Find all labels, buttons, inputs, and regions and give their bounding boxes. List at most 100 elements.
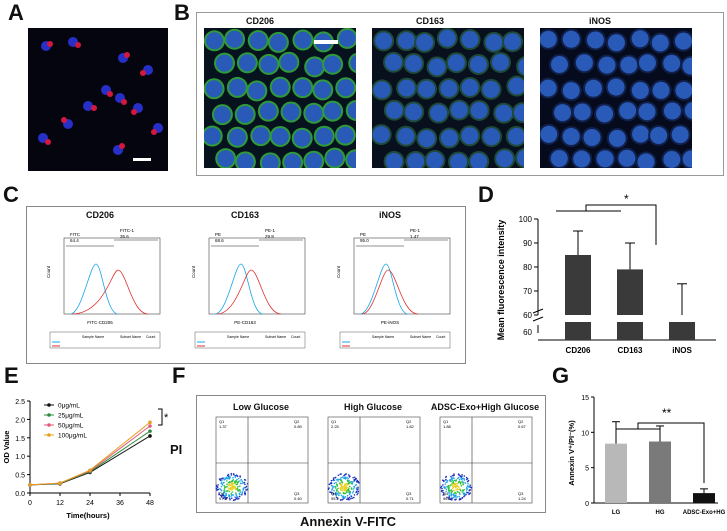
cell-nucleus — [282, 103, 300, 121]
event-dot — [244, 486, 247, 489]
event-dot — [225, 497, 228, 499]
event-dot — [244, 492, 247, 495]
cell-nucleus — [418, 80, 436, 98]
event-dot — [337, 487, 339, 490]
event-dot — [451, 474, 454, 477]
event-dot — [332, 477, 335, 479]
event-dot — [344, 495, 347, 498]
event-dot — [237, 477, 240, 480]
event-dot — [346, 491, 348, 494]
quadrant-q3-label: Q3 — [518, 491, 524, 496]
event-dot — [227, 481, 230, 484]
event-dot — [351, 488, 353, 490]
cell-nucleus — [631, 82, 649, 100]
cell-nucleus — [620, 56, 638, 74]
cell-nucleus — [596, 105, 614, 123]
event-dot — [232, 478, 235, 481]
x-tick-label: 0 — [28, 500, 32, 507]
event-dot — [352, 480, 354, 483]
event-dot — [453, 479, 456, 482]
cell-nucleus — [252, 127, 270, 145]
event-dot — [221, 492, 224, 495]
bar-lower — [669, 322, 695, 340]
y-tick-label: 0 — [585, 501, 589, 508]
event-dot — [343, 484, 346, 486]
cell-nucleus — [373, 81, 391, 99]
cell-nucleus — [205, 80, 223, 98]
event-dot — [467, 479, 470, 482]
event-dot — [333, 482, 336, 485]
significance-marker: * — [164, 412, 169, 424]
cell-nucleus — [684, 102, 692, 119]
event-dot — [345, 473, 347, 475]
cell-nucleus — [495, 104, 513, 122]
event-dot — [332, 493, 335, 495]
axis-ylabel: Mean fluorescence intensity — [496, 220, 506, 341]
event-dot — [340, 484, 342, 486]
event-dot — [341, 483, 344, 485]
cell-nucleus — [461, 78, 479, 96]
event-dot — [230, 492, 233, 495]
event-dot — [445, 490, 448, 493]
event-dot — [461, 473, 463, 476]
cell-nucleus — [663, 150, 681, 168]
event-dot — [244, 493, 246, 496]
cell-nucleus — [347, 101, 356, 119]
event-dot — [448, 498, 450, 500]
significance-marker: * — [624, 192, 629, 206]
event-dot — [343, 489, 346, 492]
cell-nucleus — [562, 30, 580, 48]
event-dot — [346, 489, 348, 492]
y-tick-label: 15 — [581, 395, 589, 402]
event-dot — [343, 477, 345, 479]
event-dot — [237, 497, 240, 500]
plot-frame — [63, 237, 161, 315]
cell-nucleus — [293, 129, 311, 147]
event-dot — [449, 485, 451, 487]
cell-nucleus — [540, 79, 557, 97]
event-dot — [451, 490, 453, 492]
quadrant-q2-label-value: 0.89 — [294, 424, 303, 429]
micrograph-a-cells — [38, 37, 163, 161]
event-dot — [346, 480, 349, 483]
cell-nucleus — [271, 78, 289, 96]
legend-marker — [47, 433, 51, 437]
event-dot — [217, 488, 220, 491]
quadrant-q4-label: Q4 — [219, 491, 225, 496]
cell-nucleus — [385, 152, 403, 168]
cell-nucleus — [238, 54, 256, 72]
cell-nucleus — [405, 103, 423, 121]
cell-nucleus — [324, 55, 342, 73]
event-dot — [453, 477, 455, 479]
event-dot — [224, 486, 226, 489]
cell-nucleus — [632, 125, 650, 143]
event-dot — [462, 482, 464, 484]
y-tick-label: 2.5 — [15, 399, 25, 406]
cell-nucleus — [517, 149, 524, 167]
event-dot — [243, 478, 246, 481]
event-dot — [348, 491, 350, 493]
event-dot — [442, 489, 444, 492]
cell-nucleus — [372, 126, 390, 144]
event-dot — [339, 492, 341, 494]
event-dot — [232, 473, 235, 475]
panel-label-d: D — [478, 182, 494, 207]
legend-marker — [47, 403, 51, 407]
cell-nucleus — [248, 82, 266, 100]
micrograph-a — [28, 28, 168, 171]
event-dot — [442, 491, 444, 494]
gate-left-value: 64.4 — [70, 238, 79, 243]
event-dot — [337, 474, 340, 477]
event-dot — [463, 475, 466, 477]
event-dot — [234, 475, 237, 478]
event-dot — [231, 491, 233, 493]
event-dot — [221, 483, 224, 485]
event-dot — [459, 493, 461, 495]
event-dot — [451, 493, 453, 496]
event-dot — [468, 493, 470, 496]
cell-nucleus — [440, 129, 458, 147]
event-dot — [333, 479, 336, 482]
axis-ylabel: Count — [336, 265, 341, 278]
cell-nucleus — [326, 149, 344, 167]
quadrant-q2-label: Q2 — [294, 419, 300, 424]
